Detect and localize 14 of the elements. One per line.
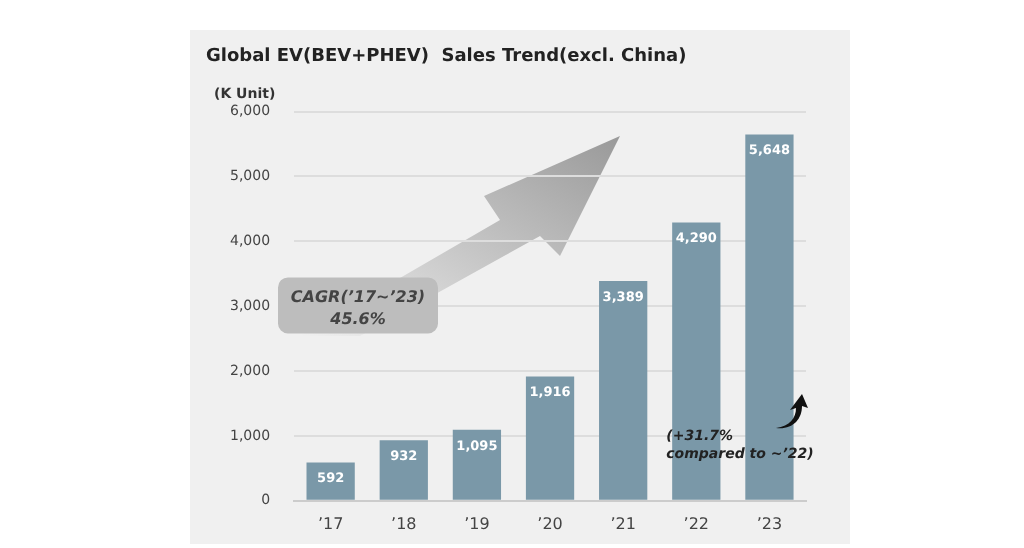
x-tick-label: ’17 (317, 514, 344, 533)
x-tick-label: ’19 (464, 514, 490, 533)
x-tick-label: ’21 (610, 514, 636, 533)
annotation: CAGR(’17~’23) 45.6% (290, 287, 426, 328)
bar (379, 440, 428, 500)
bar (306, 462, 355, 500)
x-tick-label: ’18 (391, 514, 417, 533)
bar (525, 376, 575, 500)
x-tick-label: ’20 (537, 514, 563, 533)
x-tick-label: ’22 (683, 514, 710, 533)
chart-title: Global EV(BEV+PHEV) Sales Trend(excl. China) (206, 47, 687, 68)
x-tick-label: ’23 (756, 514, 783, 533)
bar (599, 280, 648, 500)
bar (452, 429, 502, 500)
